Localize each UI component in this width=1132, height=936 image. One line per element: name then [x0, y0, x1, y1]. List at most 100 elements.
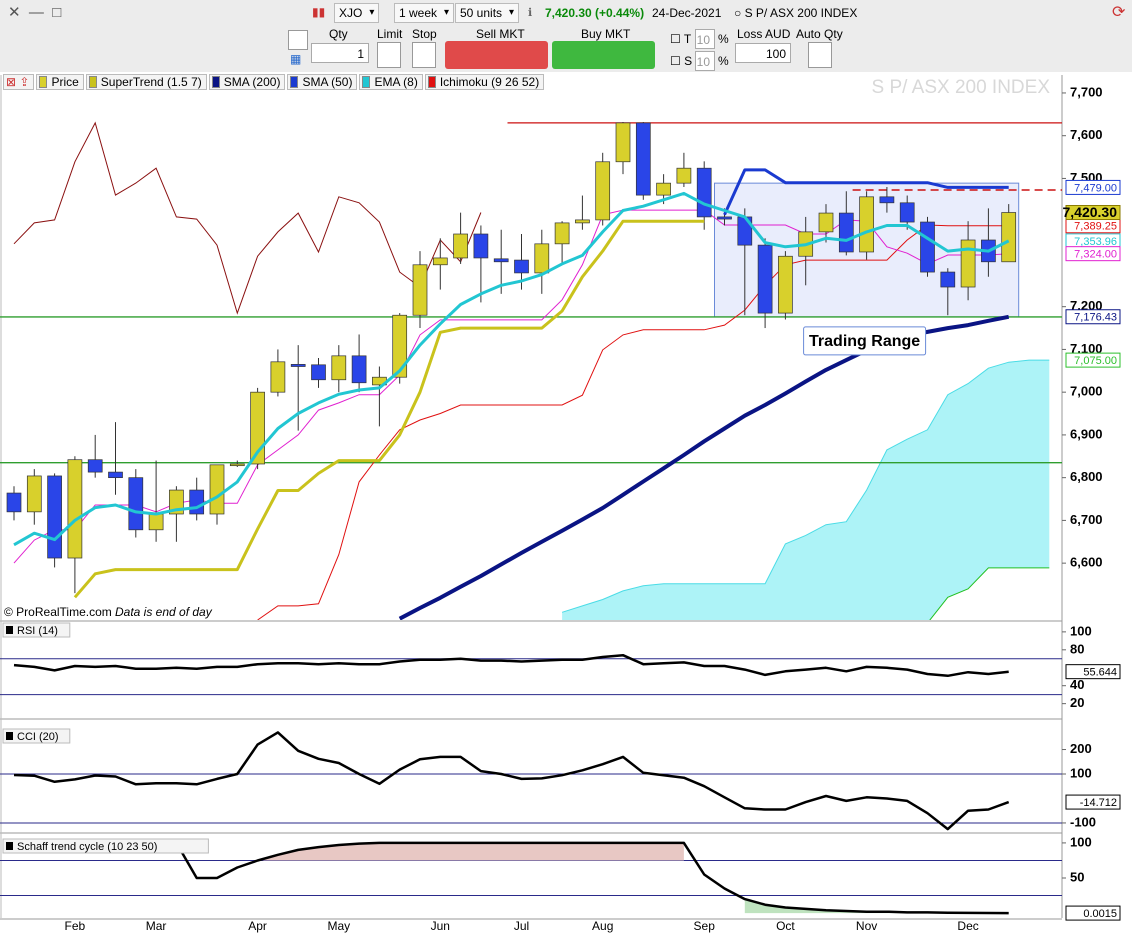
candle-body	[696, 167, 712, 218]
candle-body	[148, 513, 164, 531]
t-label: T	[683, 32, 692, 46]
symbol-select[interactable]: XJO	[334, 3, 380, 23]
panel-title: RSI (14)	[17, 625, 58, 637]
candle-body	[229, 463, 245, 467]
period-select[interactable]: 1 week	[394, 3, 455, 23]
candle-body	[1001, 212, 1017, 263]
candle-body	[717, 216, 732, 220]
indicator-line	[175, 841, 1009, 915]
candle-body	[47, 475, 62, 559]
copyright: © ProRealTime.com	[4, 605, 112, 619]
candle-body	[331, 355, 347, 381]
indicator-line	[13, 191, 1010, 547]
senkou-a	[561, 359, 1050, 613]
x-tick-label: Sep	[694, 919, 716, 933]
instrument-name: S P/ ASX 200 INDEX	[744, 6, 858, 20]
t-option[interactable]: ☐ T	[670, 32, 692, 46]
legend-swatch	[39, 76, 48, 88]
candle-body	[392, 314, 408, 378]
watermark: S P/ ASX 200 INDEX	[872, 77, 1051, 98]
limit-button[interactable]	[377, 42, 401, 68]
candle-body	[351, 355, 367, 384]
legend-item[interactable]: Price	[36, 74, 84, 90]
range-label-box	[803, 326, 927, 356]
value-label: 7,176.43	[1074, 312, 1117, 324]
candle-body	[838, 212, 854, 253]
indicator-line	[13, 731, 1010, 831]
legend-item[interactable]: SuperTrend (1.5 7)	[85, 74, 207, 90]
candle-body	[290, 364, 306, 367]
candle-body	[899, 202, 915, 223]
legend-item[interactable]: SMA (200)	[208, 74, 286, 90]
y-tick-label: 20	[1070, 695, 1084, 710]
instrument: ○ S P/ ASX 200 INDEX	[734, 6, 858, 20]
y-tick-label: 6,900	[1070, 426, 1103, 441]
value-label: 0.0015	[1083, 908, 1117, 920]
loss-label: Loss AUD	[737, 27, 791, 41]
stop-button[interactable]	[412, 42, 436, 68]
candle-body	[859, 196, 874, 253]
value-box	[1065, 205, 1121, 221]
y-tick-label: -100	[1070, 814, 1096, 829]
loss-input[interactable]: 100	[735, 43, 791, 63]
candle-body	[514, 259, 529, 274]
legend-label: Ichimoku (9 26 52)	[439, 75, 540, 89]
candle-body	[575, 219, 590, 224]
candle-body	[656, 182, 671, 196]
value-box	[1065, 179, 1121, 195]
y-tick-label: 7,600	[1070, 127, 1103, 142]
candle-body	[270, 361, 286, 393]
candle-body	[311, 364, 326, 381]
sell-label: Sell MKT	[476, 27, 525, 41]
x-tick-label: Feb	[65, 919, 86, 933]
qty-label: Qty	[329, 27, 348, 41]
candle-body	[757, 244, 773, 314]
y-tick-label: 200	[1070, 741, 1092, 756]
y-tick-label: 6,600	[1070, 555, 1103, 570]
value-box	[1065, 352, 1121, 368]
candle-body	[453, 233, 468, 259]
panel-swatch	[6, 842, 13, 850]
s-option[interactable]: ☐ S	[670, 54, 693, 68]
auto-qty-button[interactable]	[808, 42, 832, 68]
value-label: 7,420.30	[1063, 204, 1118, 220]
value-box	[1065, 794, 1121, 810]
candle-body	[87, 459, 103, 473]
buy-button[interactable]	[552, 41, 655, 69]
keypad-icon[interactable]: ▦	[290, 52, 302, 66]
ichimoku-cloud	[562, 360, 1050, 620]
high-zone-fill	[257, 842, 684, 861]
units-select[interactable]: 50 units	[455, 3, 520, 23]
qty-input[interactable]: 1	[311, 43, 369, 63]
x-tick-label: May	[327, 919, 350, 933]
x-tick-label: Aug	[592, 919, 613, 933]
panel-title-box	[2, 728, 71, 744]
value-box	[1065, 309, 1121, 325]
legend-label: SMA (200)	[223, 75, 281, 89]
candle-body	[108, 471, 123, 479]
legend-item[interactable]: Ichimoku (9 26 52)	[424, 74, 545, 90]
value-box	[1065, 246, 1121, 262]
legend-tools[interactable]: ⊠ ⇪	[3, 74, 35, 90]
y-tick-label: 80	[1070, 641, 1084, 656]
value-label: 7,353.96	[1074, 236, 1117, 248]
value-label: 7,479.00	[1074, 182, 1117, 194]
limit-label: Limit	[377, 27, 403, 41]
legend-item[interactable]: SMA (50)	[287, 74, 358, 90]
candle-body	[960, 239, 976, 288]
legend-item[interactable]: EMA (8)	[359, 74, 423, 90]
sell-button[interactable]	[445, 41, 548, 69]
candle-body	[595, 161, 611, 221]
chart-icon[interactable]: ▮▮	[312, 5, 326, 19]
refresh-icon[interactable]: ⟳	[1112, 4, 1126, 21]
s-input[interactable]: 10	[695, 51, 715, 71]
y-tick-label: 100	[1070, 834, 1092, 849]
tool-icon[interactable]	[288, 30, 308, 50]
t-input[interactable]: 10	[695, 29, 715, 49]
y-tick-label: 6,700	[1070, 512, 1103, 527]
close-icon[interactable]: ✕ — □	[8, 4, 62, 21]
value-label: 7,389.25	[1074, 221, 1117, 233]
indicator-line	[73, 219, 705, 599]
pct: %	[718, 32, 729, 46]
